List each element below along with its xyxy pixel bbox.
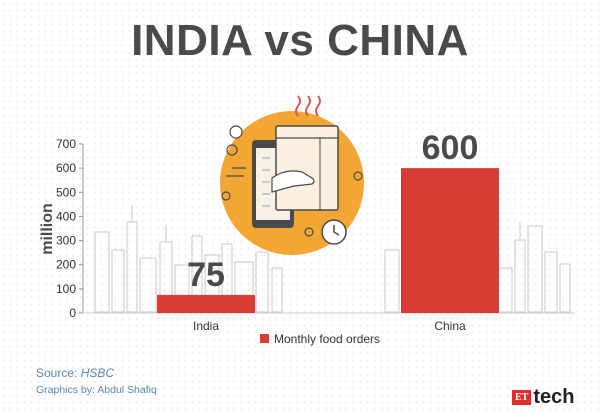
bar-series — [157, 168, 499, 313]
y-tick-label: 100 — [56, 282, 76, 296]
legend-label: Monthly food orders — [274, 332, 380, 346]
y-tick-label: 0 — [69, 306, 76, 320]
legend-swatch — [260, 334, 269, 343]
legend: Monthly food orders — [260, 332, 380, 346]
x-tick-label-china: China — [434, 319, 466, 333]
bar-china — [401, 168, 499, 313]
y-tick-label: 200 — [56, 258, 76, 272]
logo-et-mark: ET — [512, 389, 532, 405]
bar-india — [157, 294, 255, 313]
food-delivery-illustration — [220, 95, 364, 255]
y-tick-label: 600 — [56, 161, 76, 175]
y-tick-label: 400 — [56, 209, 76, 223]
graphics-credit: Graphics by: Abdul Shafiq — [36, 384, 157, 396]
logo-tech-text: tech — [533, 385, 575, 408]
data-label-india: 75 — [187, 256, 225, 294]
data-label-china: 600 — [422, 129, 479, 167]
data-labels: 75 600 — [187, 129, 478, 294]
y-tick-label: 300 — [56, 234, 76, 248]
x-axis-labels: India China — [193, 319, 466, 333]
y-axis-label: million — [39, 203, 56, 255]
source-name: HSBC — [80, 366, 115, 380]
y-tick-label: 700 — [56, 137, 76, 151]
source-line: Source: HSBC — [36, 366, 114, 380]
y-axis-ticks: 0 100 200 300 400 500 600 700 — [56, 137, 83, 320]
source-label: Source: — [36, 366, 78, 380]
x-tick-label-india: India — [193, 319, 219, 333]
et-tech-logo: ET tech — [512, 386, 574, 408]
chart-title: INDIA vs CHINA — [131, 16, 469, 65]
y-tick-label: 500 — [56, 185, 76, 199]
